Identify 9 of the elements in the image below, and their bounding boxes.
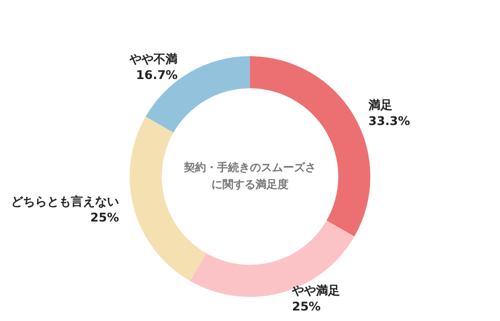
data-label: 25% xyxy=(90,210,119,225)
data-label: 33.3% xyxy=(368,114,410,128)
slice-label: やや満足 xyxy=(290,284,340,298)
text: 契約・手続きのスムーズさに関する満足度 xyxy=(183,161,316,192)
data-label: 25% xyxy=(292,300,321,314)
slice-label: どちらとも言えない xyxy=(11,194,119,209)
data-label: 16.7% xyxy=(136,68,178,82)
slice-label: 満足 xyxy=(367,98,392,112)
slice-label: やや不満 xyxy=(128,52,178,66)
